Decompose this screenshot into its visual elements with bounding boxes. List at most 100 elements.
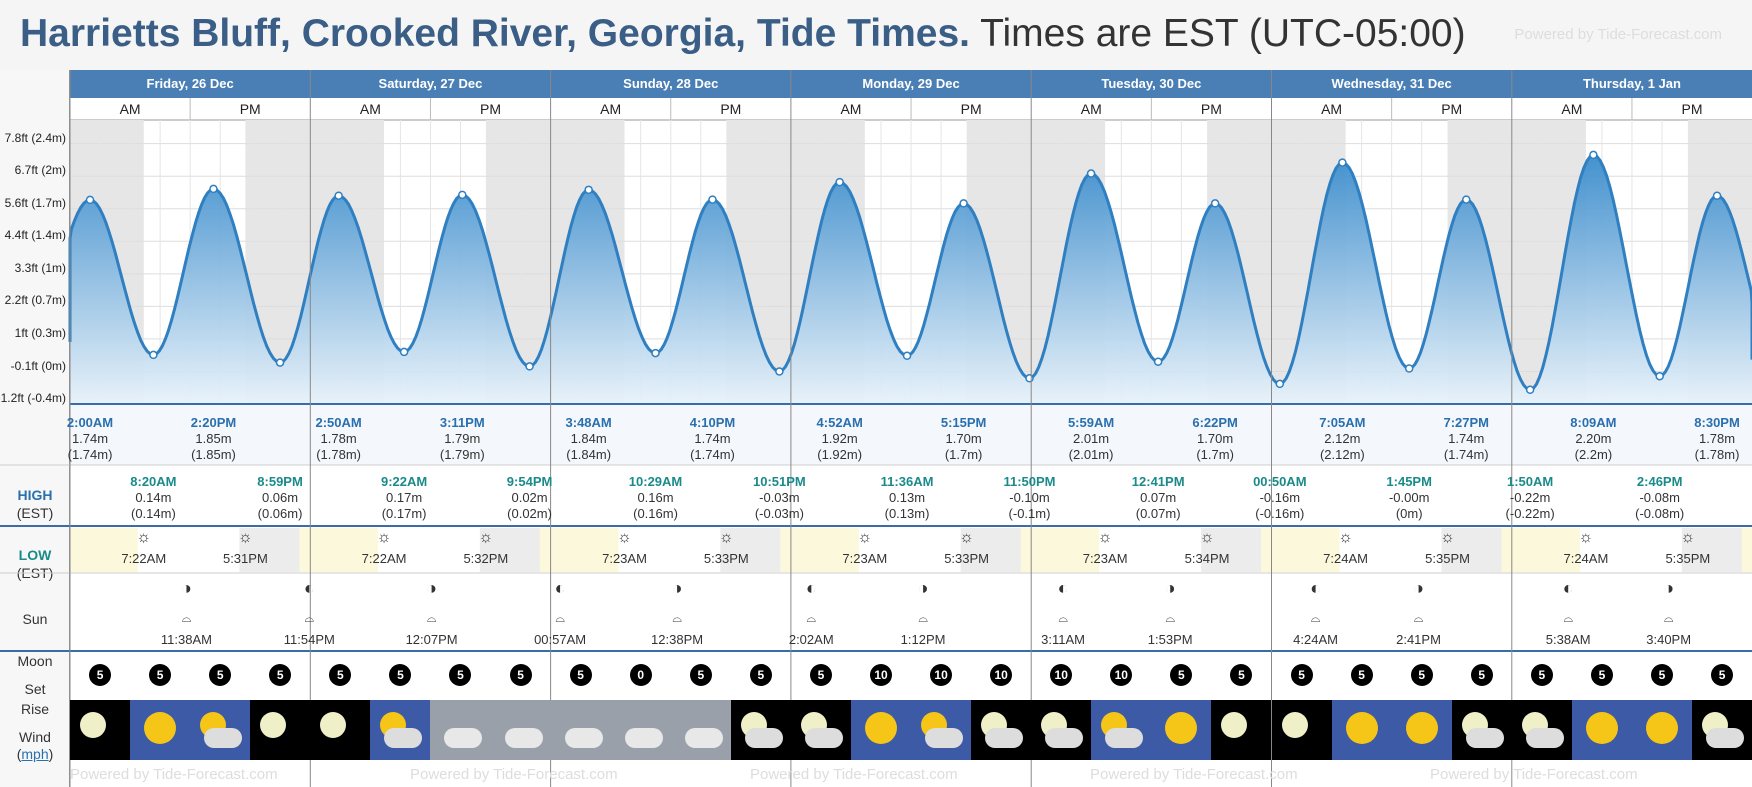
y-tick-label: -1.2ft (-0.4m): [0, 391, 66, 406]
night-shade: [1511, 120, 1586, 404]
powered-by-footer[interactable]: Powered by Tide-Forecast.com: [1430, 766, 1638, 783]
moonrise-time: 12:38PM: [651, 632, 704, 647]
moonrise-time: 11:38AM: [160, 632, 212, 647]
low-tide-height-paren: (-0.22m): [1505, 506, 1555, 521]
high-tide-cell: 4:52AM 1.92m (1.92m): [800, 415, 880, 463]
moonrise-icon: ⌓: [181, 611, 192, 625]
low-tide-time: 00:50AM: [1253, 474, 1307, 489]
weather-moon-cloud-icon: [1031, 700, 1092, 760]
moonset-icon: ⌓: [1563, 611, 1573, 625]
powered-by-footer[interactable]: Powered by Tide-Forecast.com: [750, 766, 958, 783]
low-tide-cell: 1:50AM -0.22m (-0.22m): [1490, 474, 1570, 522]
low-tide-height-paren: (-0.03m): [754, 506, 804, 521]
low-tide-height: 0.07m: [1140, 490, 1177, 505]
cloud-shape: [1465, 728, 1504, 748]
weather-sun-icon: [850, 700, 912, 760]
rise-label: Rise: [20, 701, 49, 717]
low-tide-height: -0.22m: [1509, 490, 1551, 505]
high-tide-height: 1.92m: [821, 431, 858, 446]
wind-speed-icon: 5: [269, 664, 292, 686]
moonrise-icon: ⌓: [672, 611, 682, 625]
moon-phase-icon: ◐: [1310, 578, 1321, 598]
wind-speed-icon: 5: [1590, 664, 1613, 686]
sun-shape: [1645, 712, 1678, 744]
wind-speed-icon: 5: [1170, 664, 1193, 686]
am-label: AM: [119, 101, 141, 117]
wind-unit-row: (mph): [16, 746, 54, 762]
sunset-icon: ☼: [238, 529, 253, 546]
moonset-time: 3:11AM: [1041, 632, 1085, 647]
powered-by-footer[interactable]: Powered by Tide-Forecast.com: [1090, 766, 1298, 783]
moon-phase-icon: ◐: [554, 578, 566, 598]
moon-phase-icon: ◑: [671, 578, 683, 598]
sunset-time: 5:33PM: [703, 551, 749, 566]
moon-phase-icon: ◐: [805, 578, 817, 598]
high-tide-height-paren: (1.85m): [191, 447, 236, 462]
cloud-shape: [564, 728, 603, 748]
high-tide-time: 8:09AM: [1570, 415, 1617, 430]
day-label: Monday, 29 Dec: [862, 76, 960, 91]
sun-shape: [144, 712, 177, 744]
tide-point: [775, 367, 784, 376]
high-tide-height-paren: (1.84m): [566, 447, 612, 462]
low-tide-height: 0.02m: [511, 490, 548, 505]
sunset-icon: ☼: [1680, 529, 1696, 546]
night-shade: [1031, 120, 1106, 404]
y-tick-label: 2.2ft (0.7m): [4, 293, 66, 308]
weather-cloud-icon: [610, 700, 671, 760]
moonrise-icon: ⌓: [1663, 611, 1674, 625]
sunrise-time: 7:22AM: [121, 551, 167, 566]
powered-by[interactable]: Powered by Tide-Forecast.com: [1514, 26, 1722, 43]
tide-point: [334, 191, 343, 200]
weather-cloud-icon: [490, 700, 551, 760]
low-tide-height-paren: (0.14m): [130, 506, 176, 521]
high-tide-height: 1.84m: [570, 431, 607, 446]
day-label: Sunday, 28 Dec: [623, 76, 719, 91]
moonrise-icon: ⌓: [1413, 611, 1424, 625]
tide-point: [1525, 385, 1535, 395]
powered-by-footer[interactable]: Powered by Tide-Forecast.com: [410, 766, 618, 783]
wind-speed-icon: 5: [209, 664, 232, 686]
tide-point: [651, 348, 660, 358]
cloud-shape: [624, 728, 663, 748]
low-tide-cell: 9:54PM 0.02m (0.02m): [490, 474, 570, 522]
low-tide-time: 11:50PM: [1003, 474, 1056, 489]
moonset-time: 2:02AM: [788, 632, 834, 647]
sunrise-icon: ☼: [136, 529, 152, 546]
sun-shape: [1345, 712, 1378, 744]
weather-moon-icon: [1211, 700, 1272, 760]
high-tide-cell: 2:00AM 1.74m (1.74m): [50, 415, 130, 463]
sun-shape: [1405, 712, 1438, 744]
moon-phase-icon: ◑: [181, 578, 192, 598]
tide-point: [1153, 357, 1163, 366]
powered-by-footer[interactable]: Powered by Tide-Forecast.com: [70, 766, 278, 783]
moon-phase-icon: ◐: [303, 578, 315, 598]
wind-speed-icon: 5: [1711, 664, 1734, 686]
weather-moon-icon: [250, 700, 311, 760]
sunset-time: 5:34PM: [1184, 551, 1230, 566]
low-tide-height-paren: (-0.08m): [1635, 506, 1685, 521]
high-tide-height-paren: (2.01m): [1068, 447, 1114, 462]
day-label: Tuesday, 30 Dec: [1101, 76, 1202, 91]
low-tz-label: (EST): [16, 565, 54, 581]
weather-sun-icon: [1391, 700, 1452, 760]
moonset-time: 11:54PM: [283, 632, 335, 647]
low-tide-height: 0.14m: [135, 490, 172, 505]
low-tide-height-paren: (0m): [1395, 506, 1423, 521]
high-tide-time: 7:27PM: [1443, 415, 1489, 430]
high-tide-cell: 5:15PM 1.70m (1.7m): [924, 415, 1004, 463]
high-tide-time: 5:15PM: [940, 415, 987, 430]
moonset-time: 5:38AM: [1545, 632, 1591, 647]
weather-moon-icon: [1271, 700, 1332, 760]
sunset-icon: ☼: [1440, 529, 1455, 546]
high-tide-time: 4:10PM: [689, 415, 736, 430]
sunrise-time: 7:22AM: [361, 551, 407, 566]
high-tide-height-paren: (1.78m): [316, 447, 362, 462]
tide-point: [1338, 158, 1347, 167]
sunrise-icon: ☼: [617, 529, 632, 546]
wind-unit-link[interactable]: mph: [21, 746, 49, 762]
weather-sun-icon: [1151, 700, 1212, 760]
low-label: LOW: [18, 547, 52, 563]
tide-point: [1404, 364, 1414, 373]
am-label: AM: [359, 101, 381, 117]
